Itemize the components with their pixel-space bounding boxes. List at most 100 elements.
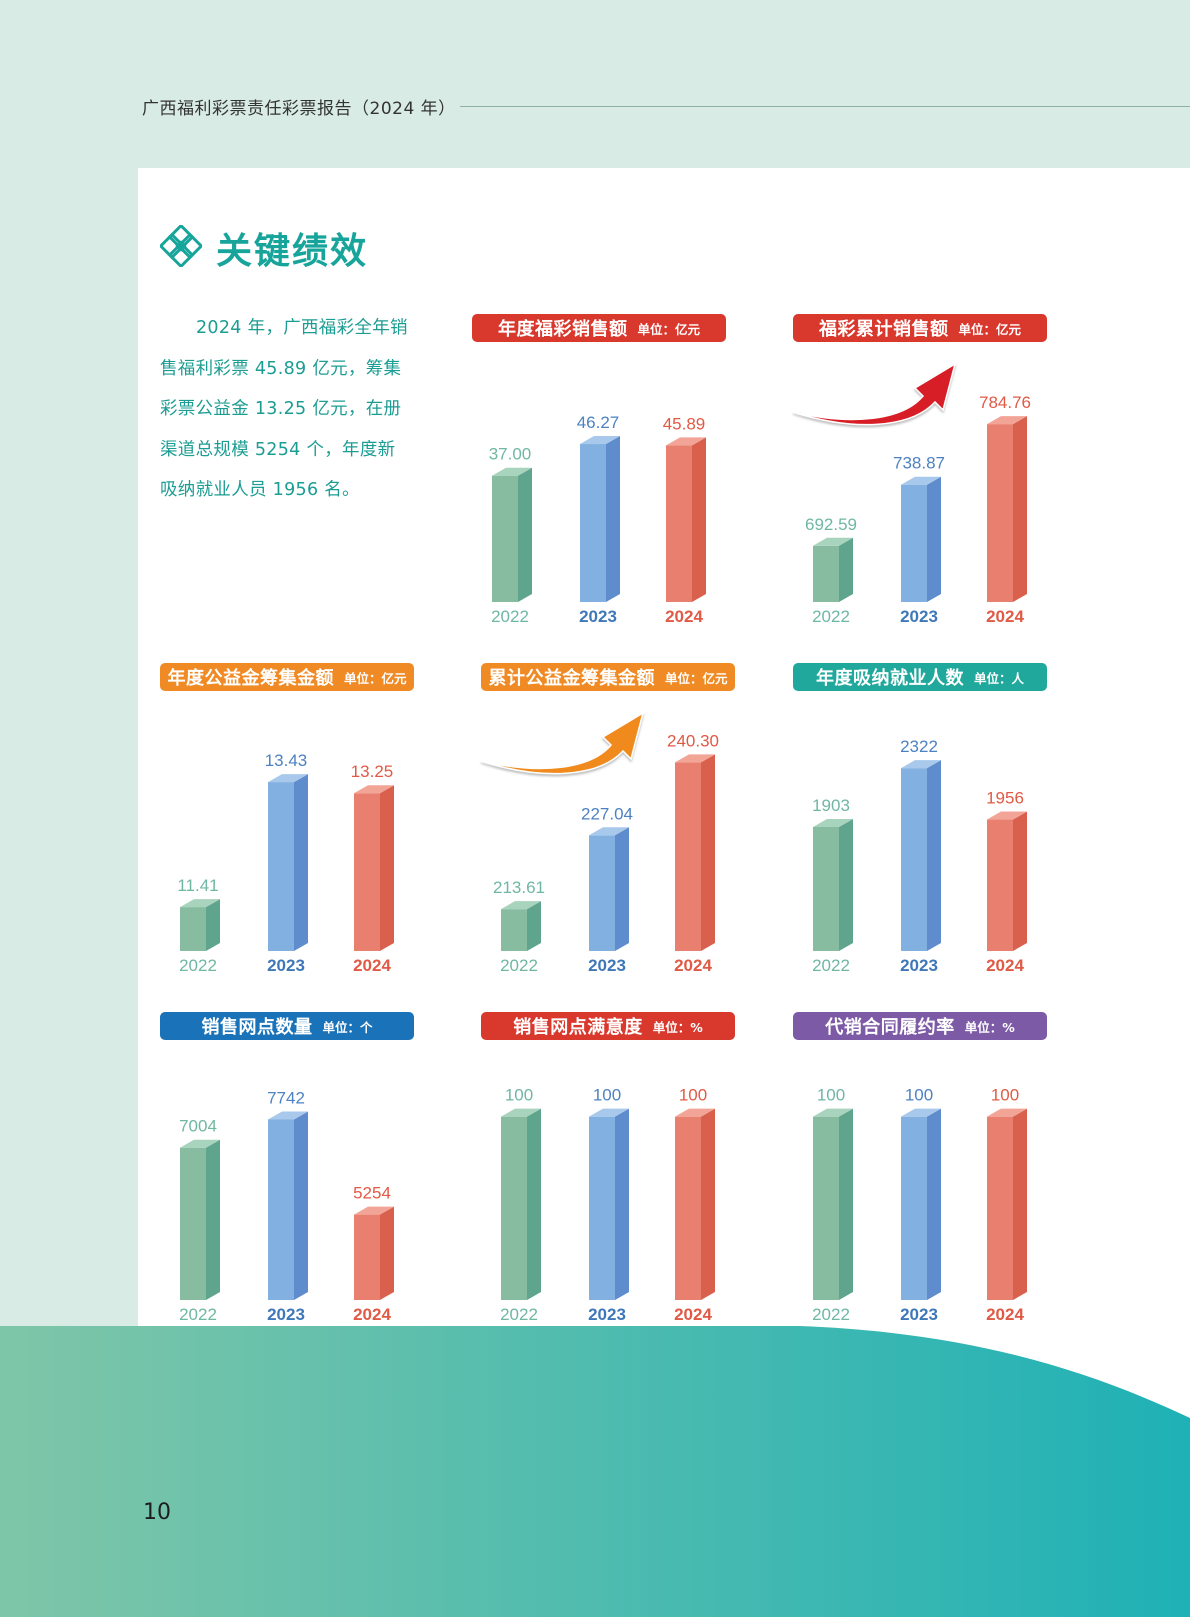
bar-side: [518, 467, 532, 602]
chart-panel: 代销合同履约率 单位：% 100 2022 100 2023 100 2024: [793, 1012, 1053, 1324]
bar-top: [180, 1139, 220, 1148]
bar: [268, 774, 308, 951]
bar-front: [813, 545, 839, 602]
bar: [813, 537, 853, 602]
bar: [180, 1139, 220, 1300]
bar-side: [701, 754, 715, 951]
chart-plot: 37.00 2022 46.27 2023 45.89 2024: [489, 413, 706, 626]
bar: [987, 416, 1027, 602]
chart-plot: 11.41 2022 13.43 2023 13.25 2024: [177, 751, 394, 975]
bar: [492, 467, 532, 602]
bar-side: [692, 437, 706, 602]
chart-title: 销售网点数量: [201, 1017, 313, 1038]
bar-side: [206, 899, 220, 951]
bar-front: [501, 1116, 527, 1300]
chart-unit: 单位：个: [322, 1019, 373, 1035]
bar: [813, 1108, 853, 1300]
bar-side: [927, 1108, 941, 1300]
header-divider: [460, 106, 1190, 107]
bar-top: [180, 899, 220, 908]
section-title: 关键绩效: [158, 222, 368, 274]
bar-top: [589, 1108, 629, 1117]
bar-side: [927, 760, 941, 951]
x-tick-label: 2022: [179, 956, 217, 975]
bar-top: [987, 1108, 1027, 1117]
chart-unit: 单位：亿元: [664, 670, 728, 686]
chart-panel: 销售网点满意度 单位：% 100 2022 100 2023 100 2024: [481, 1012, 741, 1324]
bar-side: [206, 1139, 220, 1300]
bar-top: [813, 819, 853, 828]
knot-icon: [158, 223, 204, 271]
bar-top: [666, 437, 706, 446]
bar-top: [268, 1111, 308, 1120]
data-label: 7742: [267, 1089, 305, 1108]
chart-plot: 100 2022 100 2023 100 2024: [812, 1086, 1027, 1324]
chart-header: 年度公益金筹集金额 单位：亿元: [160, 663, 414, 691]
trend-arrow-shape: [480, 711, 645, 775]
bar-top: [901, 1108, 941, 1117]
data-label: 46.27: [577, 413, 620, 432]
chart-unit: 单位：亿元: [958, 321, 1021, 337]
bar-front: [987, 1116, 1013, 1300]
bar-top: [901, 760, 941, 769]
data-label: 100: [593, 1086, 621, 1105]
data-label: 37.00: [489, 445, 532, 464]
chart-title: 年度吸纳就业人数: [815, 668, 964, 689]
bar-front: [987, 424, 1013, 602]
bar-side: [839, 819, 853, 951]
x-tick-label: 2023: [900, 607, 938, 626]
bar-side: [1013, 811, 1027, 951]
bar-side: [701, 1108, 715, 1300]
chart-plot: 213.61 2022 227.04 2023 240.30 2024: [480, 711, 719, 975]
bar-front: [354, 793, 380, 951]
data-label: 13.43: [265, 751, 308, 770]
bar-side: [839, 537, 853, 602]
bar: [987, 811, 1027, 951]
bar-side: [839, 1108, 853, 1300]
bar-top: [589, 827, 629, 836]
bar-top: [987, 811, 1027, 820]
data-label: 100: [991, 1086, 1019, 1105]
chart-panel: 销售网点数量 单位：个 7004 2022 7742 2023 5254 2024: [160, 1012, 420, 1324]
bar-side: [1013, 1108, 1027, 1300]
bar: [813, 819, 853, 951]
bar-top: [813, 1108, 853, 1117]
x-tick-label: 2022: [500, 1305, 538, 1324]
bar-front: [492, 475, 518, 602]
bar: [589, 1108, 629, 1300]
x-tick-label: 2024: [353, 956, 391, 975]
chart-header: 销售网点数量 单位：个: [160, 1012, 414, 1040]
intro-paragraph: 2024 年，广西福彩全年销售福利彩票 45.89 亿元，筹集彩票公益金 13.…: [160, 318, 408, 500]
bar: [354, 1206, 394, 1300]
data-label: 692.59: [805, 515, 857, 534]
x-tick-label: 2022: [491, 607, 529, 626]
bar-side: [1013, 416, 1027, 602]
bar-side: [606, 436, 620, 602]
bar-side: [615, 1108, 629, 1300]
trend-arrow-shape: [792, 362, 957, 426]
data-label: 240.30: [667, 731, 719, 750]
x-tick-label: 2024: [986, 607, 1024, 626]
bar: [180, 899, 220, 951]
chart-header: 年度吸纳就业人数 单位：人: [793, 663, 1047, 691]
x-tick-label: 2023: [900, 956, 938, 975]
data-label: 213.61: [493, 878, 545, 897]
bar-front: [501, 909, 527, 951]
chart-panel: 累计公益金筹集金额 单位：亿元 213.61 2022 227.04 2023 240.30…: [480, 663, 741, 975]
bar: [589, 827, 629, 951]
data-label: 13.25: [351, 762, 394, 781]
report-header-title: 广西福利彩票责任彩票报告（2024 年）: [142, 99, 456, 119]
chart-title: 年度福彩销售额: [497, 319, 628, 340]
chart-unit: 单位：%: [652, 1019, 703, 1035]
bar-top: [268, 774, 308, 783]
data-label: 11.41: [177, 876, 218, 895]
bar-top: [987, 416, 1027, 425]
data-label: 227.04: [581, 804, 633, 823]
bar-top: [354, 785, 394, 794]
trend-arrow: [792, 362, 957, 426]
bar: [675, 754, 715, 951]
data-label: 1956: [986, 789, 1024, 808]
chart-header: 代销合同履约率 单位：%: [793, 1012, 1047, 1040]
bar: [501, 901, 541, 951]
bar-side: [527, 1108, 541, 1300]
